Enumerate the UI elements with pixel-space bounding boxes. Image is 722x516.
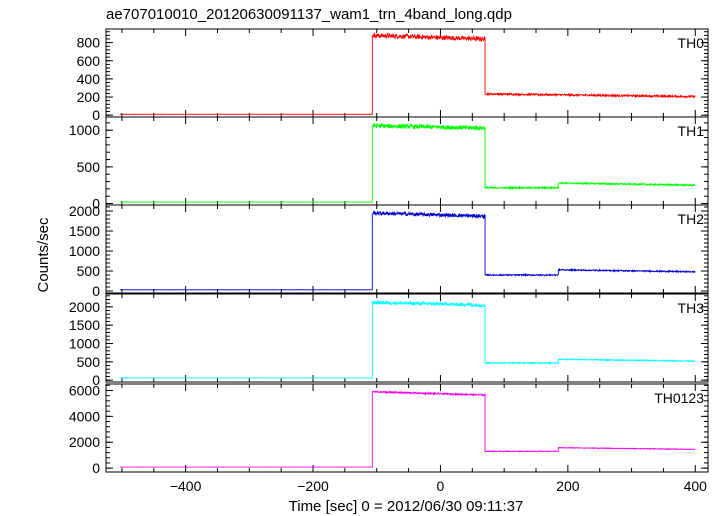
panel-th0123: 0 2000 4000 6000 TH0123 [69, 382, 709, 476]
panel-frame [105, 204, 709, 294]
y-tick-label: 200 [77, 89, 101, 105]
y-tick-label: 500 [77, 354, 101, 370]
panel-th1: 0 500 1000 TH1 [69, 116, 709, 212]
x-tick-label: 200 [556, 478, 580, 494]
series-line-th3 [119, 300, 696, 379]
series-line-th0 [119, 32, 696, 115]
y-tick-label: 6000 [69, 382, 100, 398]
y-axis-label: Counts/sec [35, 217, 52, 293]
panel-frame [105, 293, 709, 383]
y-tick-label: 1500 [69, 317, 100, 333]
y-tick-label: 0 [92, 372, 100, 388]
y-tick-label: 2000 [69, 434, 100, 450]
y-tick-label: 400 [77, 71, 101, 87]
y-tick-label: 0 [92, 107, 100, 123]
panel-frame [105, 383, 709, 473]
x-tick-label: −400 [170, 478, 202, 494]
panel-th0: 0 200 400 600 800 TH0 [77, 28, 709, 123]
x-axis-label: Time [sec] 0 = 2012/06/30 09:11:37 [289, 498, 524, 515]
panel-label: TH0123 [654, 390, 704, 406]
panel-frame [105, 28, 709, 118]
series-line-th2 [119, 210, 696, 291]
x-tick-label: 400 [684, 478, 708, 494]
series-line-th1 [119, 122, 696, 203]
series-line-th0123 [119, 390, 696, 468]
y-tick-label: 500 [77, 159, 101, 175]
y-tick-label: 1000 [69, 336, 100, 352]
panel-th2: 0 500 1000 1500 2000 TH2 [69, 203, 709, 299]
y-tick-label: 0 [92, 460, 100, 476]
y-tick-label: 2000 [69, 203, 100, 219]
y-tick-label: 4000 [69, 408, 100, 424]
panel-frame [105, 116, 709, 206]
panels: 0 200 400 600 800 TH0 0 500 1000 TH1 0 500 1000 1500 2… [69, 28, 709, 494]
panel-th3: 0 500 1000 1500 2000 TH3 [69, 293, 709, 388]
chart-title: ae707010010_20120630091137_wam1_trn_4ban… [106, 6, 512, 23]
y-tick-label: 2000 [69, 299, 100, 315]
y-tick-label: 500 [77, 263, 101, 279]
y-tick-label: 1000 [69, 243, 100, 259]
x-tick-label: 0 [437, 478, 445, 494]
panel-label: TH2 [678, 211, 705, 227]
panel-label: TH0 [678, 35, 705, 51]
panel-label: TH3 [678, 300, 705, 316]
y-tick-label: 600 [77, 53, 101, 69]
y-tick-label: 1000 [69, 122, 100, 138]
y-tick-label: 800 [77, 35, 101, 51]
panel-label: TH1 [678, 123, 705, 139]
x-tick-label: −200 [297, 478, 329, 494]
y-tick-label: 1500 [69, 223, 100, 239]
y-tick-label: 0 [92, 283, 100, 299]
y-tick-label: 0 [92, 196, 100, 212]
